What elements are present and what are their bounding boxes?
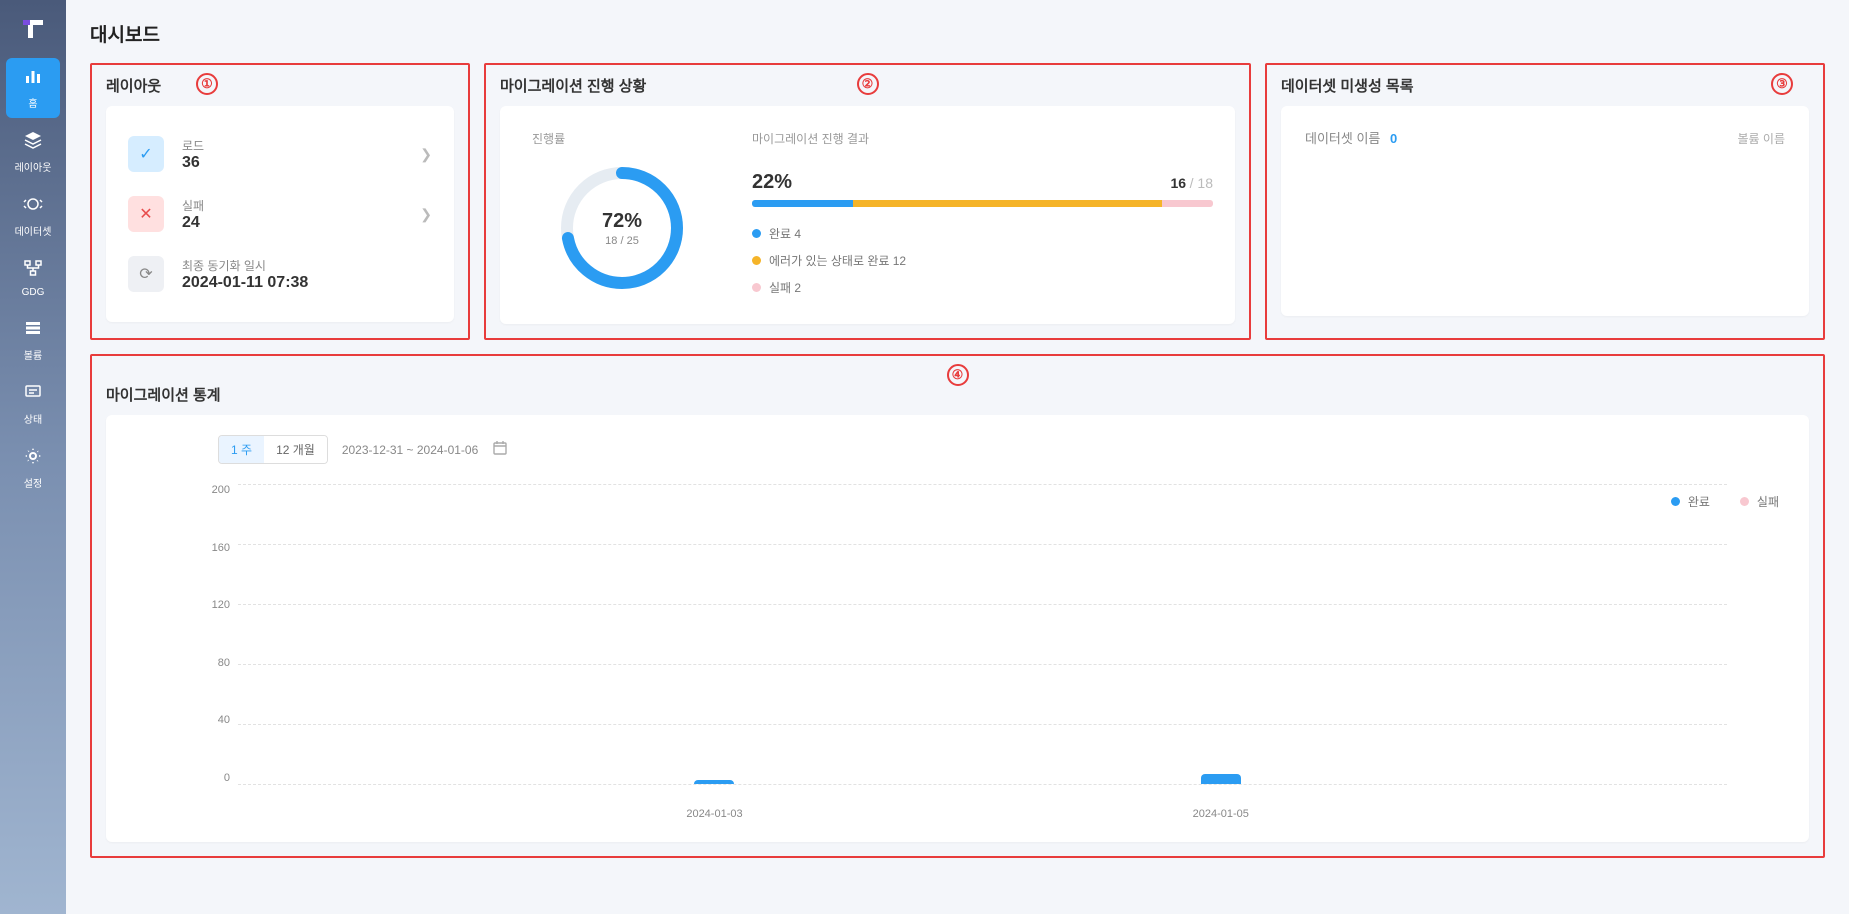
segment-1 주[interactable]: 1 주: [219, 436, 264, 463]
nav-item-데이터셋[interactable]: 데이터셋: [6, 186, 60, 246]
layout-panel: 레이아웃 ① ✓ 로드 36 ❯ ✕ 실패 24 ❯ ⟳ 최종 동기화 일시 2…: [90, 63, 470, 340]
stats-chart: 20016012080400 2024-01-032024-01-05: [238, 484, 1727, 784]
bar-segment: [1162, 200, 1213, 207]
nav-item-볼륨[interactable]: 볼륨: [6, 310, 60, 370]
stats-panel: ④ 마이그레이션 통계 1 주12 개월 2023-12-31 ~ 2024-0…: [90, 354, 1825, 858]
annotation-2: ②: [857, 73, 879, 95]
annotation-1: ①: [196, 73, 218, 95]
chevron-right-icon: ❯: [420, 146, 432, 163]
annotation-4: ④: [947, 364, 969, 386]
dataset-name-label: 데이터셋 이름: [1305, 131, 1380, 146]
nav-item-홈[interactable]: 홈: [6, 58, 60, 118]
chart-bar: [694, 780, 734, 785]
chart-bar: [1201, 774, 1241, 785]
progress-percent: 72%: [602, 210, 642, 233]
segment-12 개월[interactable]: 12 개월: [264, 436, 327, 463]
nav-item-GDG[interactable]: GDG: [6, 250, 60, 306]
nav-item-상태[interactable]: 상태: [6, 374, 60, 434]
dataset-panel: 데이터셋 미생성 목록 ③ 데이터셋 이름 0 볼륨 이름: [1265, 63, 1825, 340]
flow-icon: [23, 258, 43, 283]
layout-panel-title: 레이아웃: [106, 75, 161, 96]
legend-item: 실패 2: [752, 279, 1213, 296]
y-tick: 120: [198, 599, 230, 611]
layout-row-label: 실패: [182, 197, 402, 214]
page-title: 대시보드: [90, 20, 1825, 47]
migration-panel: 마이그레이션 진행 상황 ② 진행률 72% 18 / 25: [484, 63, 1251, 340]
migration-bar: [752, 200, 1213, 207]
migration-bar-count: 16: [1170, 175, 1186, 191]
layout-row-최종 동기화 일시: ⟳ 최종 동기화 일시 2024-01-11 07:38: [128, 244, 432, 304]
layers-icon: [23, 130, 43, 155]
migration-result-label: 마이그레이션 진행 결과: [752, 130, 1213, 147]
y-tick: 80: [198, 657, 230, 669]
gear-icon: [23, 446, 43, 471]
bar-chart-icon: [23, 66, 43, 91]
layout-row-label: 로드: [182, 137, 402, 154]
y-tick: 0: [198, 772, 230, 784]
migration-bar-total: / 18: [1190, 175, 1213, 191]
nav-item-레이아웃[interactable]: 레이아웃: [6, 122, 60, 182]
progress-ring: 72% 18 / 25: [557, 163, 687, 293]
x-label: 2024-01-05: [1193, 808, 1249, 820]
stats-panel-title: 마이그레이션 통계: [106, 384, 221, 405]
bar-segment: [752, 200, 853, 207]
dataset-count: 0: [1390, 131, 1397, 146]
sidebar: 홈레이아웃데이터셋GDG볼륨상태설정: [0, 0, 66, 914]
dataset-volume-label: 볼륨 이름: [1738, 130, 1786, 147]
target-icon: [23, 194, 43, 219]
y-tick: 160: [198, 542, 230, 554]
nav-item-설정[interactable]: 설정: [6, 438, 60, 498]
legend-item: 완료 4: [752, 225, 1213, 242]
check-icon: ✓: [128, 136, 164, 172]
x-label: 2024-01-03: [686, 808, 742, 820]
layout-row-value: 24: [182, 214, 402, 232]
layout-row-value: 36: [182, 154, 402, 172]
bar-segment: [853, 200, 1162, 207]
migration-panel-title: 마이그레이션 진행 상황: [500, 75, 646, 96]
migration-bar-percent: 22%: [752, 171, 792, 194]
layout-row-실패[interactable]: ✕ 실패 24 ❯: [128, 184, 432, 244]
legend-item: 에러가 있는 상태로 완료 12: [752, 252, 1213, 269]
chevron-right-icon: ❯: [420, 206, 432, 223]
sync-icon: ⟳: [128, 256, 164, 292]
layout-row-로드[interactable]: ✓ 로드 36 ❯: [128, 124, 432, 184]
logo: [13, 8, 53, 48]
layout-row-label: 최종 동기화 일시: [182, 257, 432, 274]
chart-legend-item: 실패: [1740, 493, 1779, 510]
calendar-icon[interactable]: [492, 440, 508, 459]
progress-label: 진행률: [532, 130, 565, 147]
chat-icon: [23, 382, 43, 407]
y-tick: 200: [198, 484, 230, 496]
dataset-panel-title: 데이터셋 미생성 목록: [1281, 75, 1414, 96]
main-content: 대시보드 레이아웃 ① ✓ 로드 36 ❯ ✕ 실패 24 ❯ ⟳ 최종 동기화…: [66, 0, 1849, 914]
layout-row-value: 2024-01-11 07:38: [182, 274, 432, 292]
y-tick: 40: [198, 714, 230, 726]
date-range: 2023-12-31 ~ 2024-01-06: [342, 443, 478, 457]
progress-fraction: 18 / 25: [605, 235, 639, 247]
annotation-3: ③: [1771, 73, 1793, 95]
cross-icon: ✕: [128, 196, 164, 232]
list-icon: [23, 318, 43, 343]
